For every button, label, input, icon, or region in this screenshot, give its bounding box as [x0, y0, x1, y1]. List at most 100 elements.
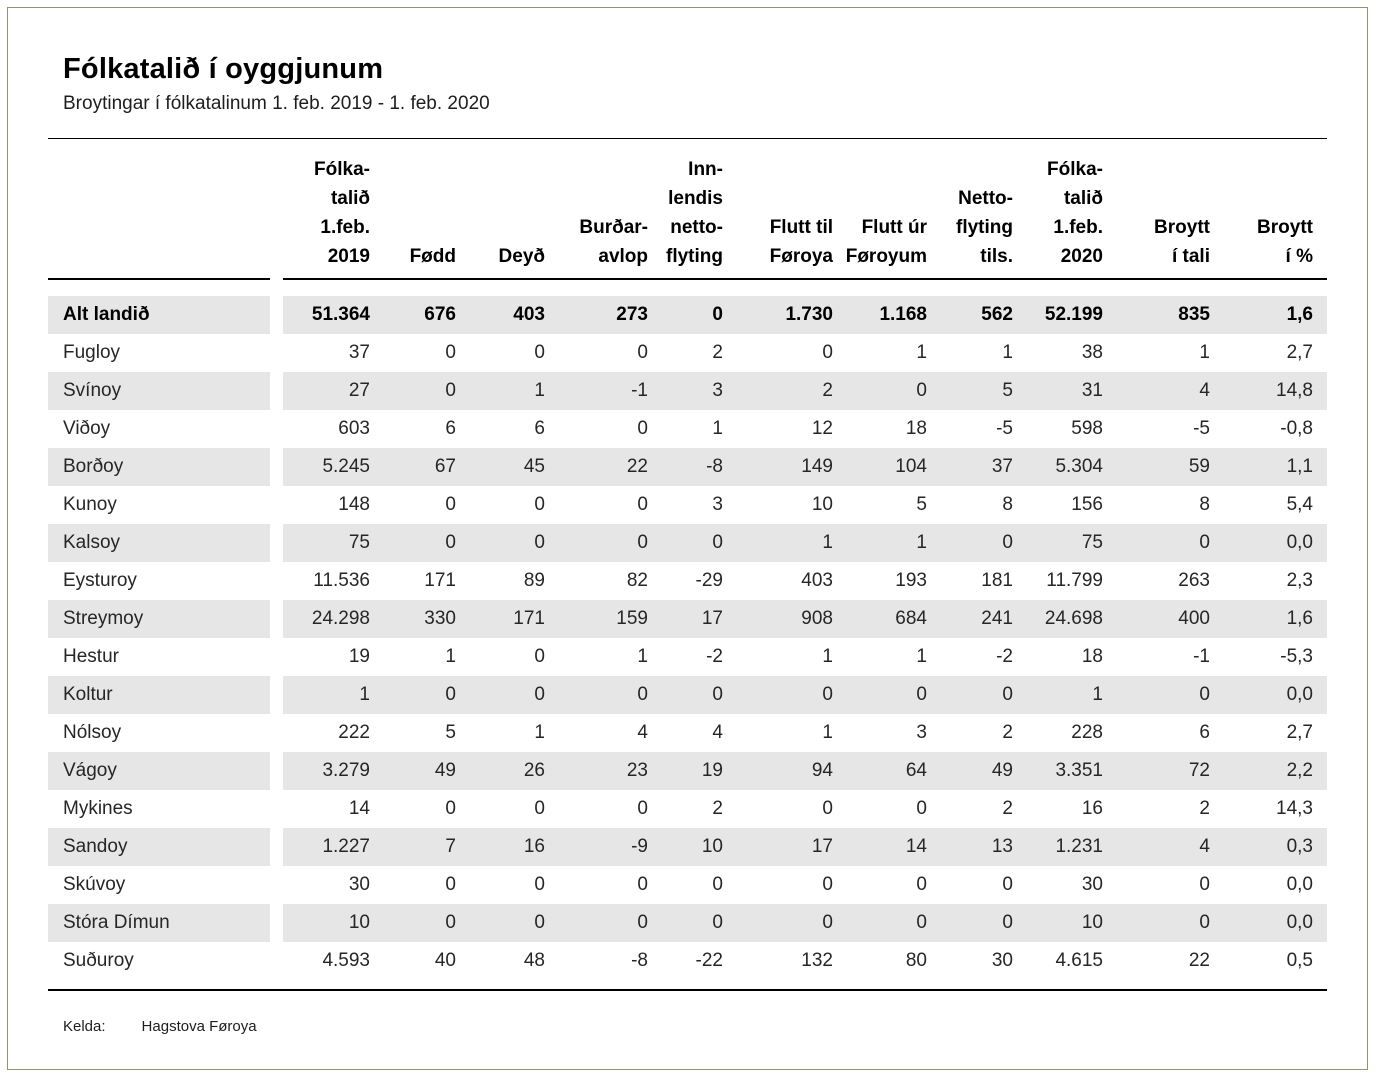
table-row: Kalsoy 75 0 0 0 0 1 1 0 75 0 0,0 — [48, 524, 1327, 562]
header-burdaravlop: Burðar- avlop — [545, 139, 648, 280]
cell-nettoflyting-tils: 0 — [927, 904, 1013, 942]
cell-flutt-til-foroya: 1 — [822, 646, 833, 667]
cell-broytt-i-prosent: 14,3 — [1276, 798, 1313, 819]
cell-deyd: 403 — [456, 296, 545, 334]
cell-deyd: 0 — [456, 904, 545, 942]
cell-folkatal-1feb-2019: 3.279 — [283, 752, 370, 790]
cell-broytt-i-prosent: 0,5 — [1286, 950, 1313, 971]
island-name: Kunoy — [63, 494, 117, 515]
cell-broytt-i-tali: 4 — [1103, 372, 1210, 410]
cell-burdaravlop: 0 — [637, 798, 648, 819]
cell-deyd: 26 — [456, 752, 545, 790]
column-gap — [270, 942, 283, 980]
cell-flutt-ur-foroyum: 193 — [895, 570, 927, 591]
cell-flutt-ur-foroyum: 0 — [833, 676, 927, 714]
column-gap — [270, 600, 283, 638]
cell-deyd: 0 — [534, 494, 545, 515]
cell-burdaravlop: 273 — [545, 296, 648, 334]
cell-folkatal-1feb-2019: 30 — [348, 874, 370, 895]
cell-folkatal-1feb-2020: 3.351 — [1013, 752, 1103, 790]
column-gap — [270, 714, 283, 752]
cell-broytt-i-tali: 0 — [1199, 874, 1210, 895]
cell-flutt-ur-foroyum: 684 — [833, 600, 927, 638]
cell-flutt-ur-foroyum: 80 — [905, 950, 927, 971]
top-rule — [48, 138, 1327, 139]
cell-folkatal-1feb-2019: 75 — [283, 524, 370, 562]
cell-burdaravlop: 0 — [545, 676, 648, 714]
cell-flutt-ur-foroyum: 104 — [833, 448, 927, 486]
cell-fodd: 0 — [370, 904, 456, 942]
cell-nettoflyting-tils: 0 — [1002, 874, 1013, 895]
bottom-rule — [48, 989, 1327, 991]
source-value: Hagstova Føroya — [141, 1018, 257, 1035]
table-row: Nólsoy 222 5 1 4 4 1 3 2 228 6 2,7 — [48, 714, 1327, 752]
cell-nettoflyting-tils: 241 — [927, 600, 1013, 638]
island-name: Eysturoy — [63, 570, 137, 591]
cell-flutt-til-foroya: 1 — [723, 524, 833, 562]
cell-folkatal-1feb-2020: 31 — [1013, 372, 1103, 410]
page-subtitle: Broytingar í fólkatalinum 1. feb. 2019 -… — [63, 93, 490, 114]
cell-broytt-i-tali: 4 — [1103, 828, 1210, 866]
cell-flutt-ur-foroyum: 0 — [833, 904, 927, 942]
cell-flutt-til-foroya: 0 — [723, 904, 833, 942]
cell-broytt-i-tali: 400 — [1103, 600, 1210, 638]
cell-nettoflyting-tils: 13 — [927, 828, 1013, 866]
cell-fodd: 1 — [445, 646, 456, 667]
cell-flutt-ur-foroyum: 0 — [916, 874, 927, 895]
table-row: Hestur 19 1 0 1 -2 1 1 -2 18 -1 -5,3 — [48, 638, 1327, 676]
cell-innlendis-nettoflyting: -29 — [695, 570, 723, 591]
cell-deyd: 1 — [534, 722, 545, 743]
cell-folkatal-1feb-2020: 598 — [1071, 418, 1103, 439]
cell-burdaravlop: 0 — [637, 494, 648, 515]
cell-fodd: 0 — [445, 342, 456, 363]
cell-fodd: 171 — [424, 570, 456, 591]
cell-flutt-ur-foroyum: 0 — [916, 798, 927, 819]
column-gap — [270, 828, 283, 866]
cell-innlendis-nettoflyting: 0 — [648, 676, 723, 714]
cell-flutt-ur-foroyum: 0 — [833, 372, 927, 410]
island-name: Streymoy — [48, 600, 270, 638]
table-row: Borðoy 5.245 67 45 22 -8 149 104 37 5.304 59 1,1 — [48, 448, 1327, 486]
cell-burdaravlop: 4 — [637, 722, 648, 743]
cell-broytt-i-tali: 22 — [1188, 950, 1210, 971]
cell-nettoflyting-tils: 5 — [927, 372, 1013, 410]
header-spacer-row — [48, 280, 1327, 296]
cell-deyd: 45 — [456, 448, 545, 486]
cell-broytt-i-tali: 1 — [1199, 342, 1210, 363]
cell-fodd: 676 — [370, 296, 456, 334]
cell-deyd: 1 — [456, 372, 545, 410]
cell-burdaravlop: 23 — [545, 752, 648, 790]
header-gap — [270, 139, 283, 280]
cell-folkatal-1feb-2019: 222 — [338, 722, 370, 743]
header-broytt-i-tali: Broytt í tali — [1103, 139, 1210, 280]
cell-broytt-i-prosent: 2,7 — [1286, 342, 1313, 363]
cell-innlendis-nettoflyting: -2 — [706, 646, 723, 667]
cell-fodd: 0 — [370, 524, 456, 562]
column-gap — [270, 790, 283, 828]
cell-broytt-i-prosent: 1,1 — [1210, 448, 1327, 486]
cell-broytt-i-tali: 72 — [1103, 752, 1210, 790]
cell-broytt-i-tali: -5 — [1193, 418, 1210, 439]
header-nettoflyting-tils: Netto- flyting tils. — [927, 139, 1013, 280]
cell-innlendis-nettoflyting: 17 — [648, 600, 723, 638]
cell-deyd: 0 — [534, 798, 545, 819]
page-frame: Fólkatalið í oyggjunum Broytingar í fólk… — [7, 7, 1368, 1070]
column-gap — [270, 296, 283, 334]
cell-nettoflyting-tils: 8 — [1002, 494, 1013, 515]
island-name: Nólsoy — [63, 722, 122, 743]
cell-flutt-til-foroya: 94 — [723, 752, 833, 790]
cell-nettoflyting-tils: -5 — [996, 418, 1013, 439]
cell-deyd: 0 — [456, 676, 545, 714]
cell-innlendis-nettoflyting: 19 — [648, 752, 723, 790]
page-title: Fólkatalið í oyggjunum — [63, 53, 384, 85]
cell-flutt-ur-foroyum: 1 — [833, 524, 927, 562]
cell-flutt-til-foroya: 0 — [822, 874, 833, 895]
cell-fodd: 40 — [434, 950, 456, 971]
header-fodd: Fødd — [370, 139, 456, 280]
cell-broytt-i-prosent: 0,3 — [1210, 828, 1327, 866]
cell-deyd: 16 — [456, 828, 545, 866]
cell-broytt-i-prosent: -5,3 — [1280, 646, 1313, 667]
island-name: Koltur — [48, 676, 270, 714]
column-gap — [270, 752, 283, 790]
cell-flutt-til-foroya: 10 — [811, 494, 833, 515]
